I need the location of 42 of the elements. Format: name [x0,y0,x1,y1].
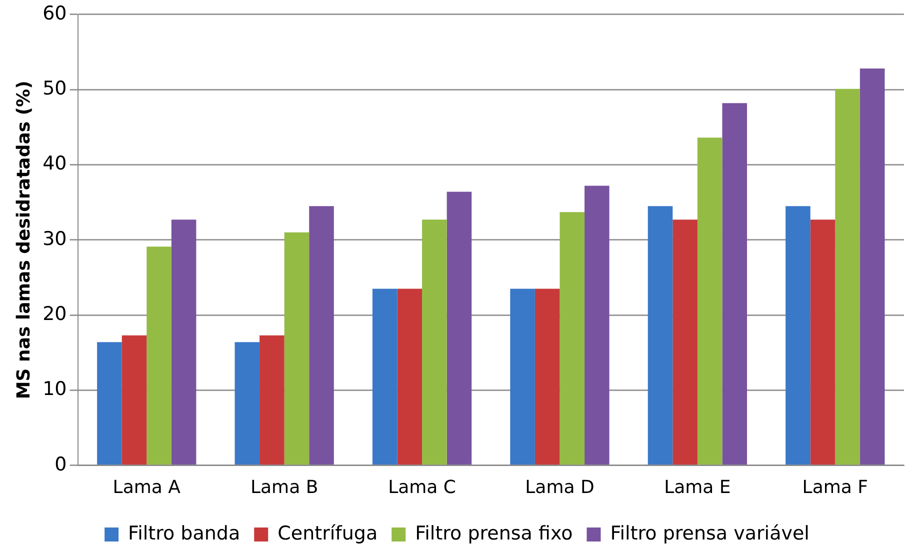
bar [397,288,422,465]
legend-label: Filtro prensa variável [610,522,810,544]
bar [648,206,673,465]
bar [860,68,885,465]
y-tick-label: 30 [42,228,67,250]
legend-label: Filtro prensa fixo [415,522,573,544]
bar [260,335,284,465]
bar [171,220,196,465]
y-tick-label: 60 [42,2,67,24]
bar [146,246,172,465]
bar [97,342,122,465]
bar [672,220,698,465]
bar [122,335,147,465]
x-tick-label: Lama F [802,476,868,498]
bar [309,206,334,465]
x-tick-label: Lama D [525,476,594,498]
y-tick-label: 20 [42,303,67,326]
y-tick-label: 0 [54,453,67,476]
bar [510,288,535,465]
x-tick-label: Lama B [250,476,318,498]
y-tick-label: 10 [42,378,67,400]
x-tick-label: Lama A [112,476,182,498]
bar [446,192,472,465]
bar [284,232,310,465]
bar [584,186,610,465]
y-tick-label: 40 [42,152,67,175]
bar [422,220,447,465]
bar [560,212,585,465]
y-tick-label: 50 [42,78,67,100]
bar [372,288,398,465]
bar [786,206,810,465]
bar [534,288,560,465]
legend-label: Centrífuga [278,522,378,544]
bar [234,342,260,465]
bar [835,88,860,465]
x-tick-label: Lama E [664,476,731,498]
x-tick-label: Lama C [388,476,456,498]
y-axis-title: MS nas lamas desidratadas (%) [13,80,34,400]
bar [722,103,748,465]
bar [697,138,722,465]
legend-label: Filtro banda [128,522,240,544]
bar [810,220,836,465]
